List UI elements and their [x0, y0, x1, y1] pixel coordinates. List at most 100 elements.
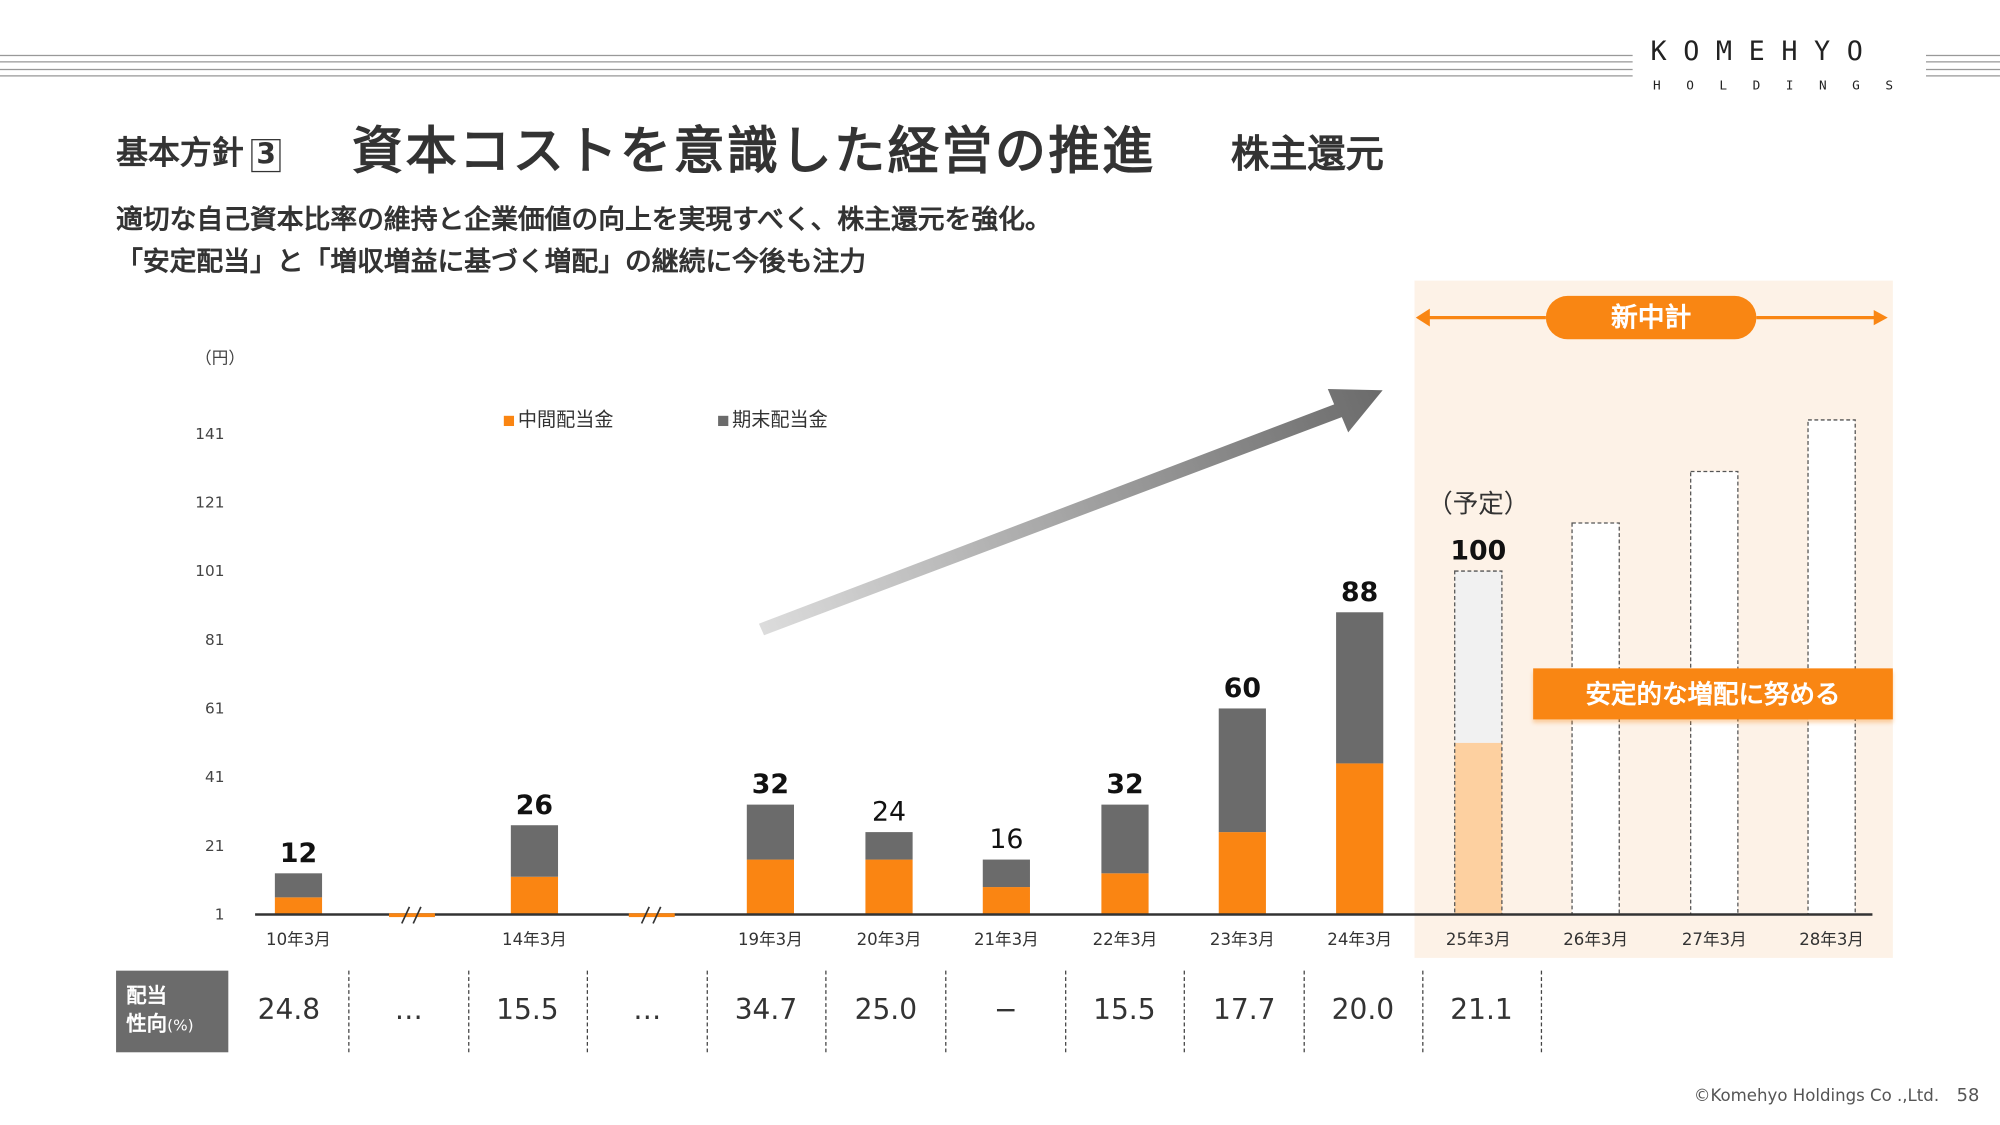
bar-segment-interim	[1101, 873, 1149, 915]
planned-note: （予定）	[1427, 489, 1529, 519]
x-tick-label: 14年3月	[502, 930, 567, 949]
y-axis-unit: （円）	[195, 349, 245, 369]
page-title: 資本コストを意識した経営の推進	[352, 122, 1156, 182]
legend-label: 期末配当金	[732, 408, 828, 432]
header-rule	[1926, 75, 2000, 77]
bar-segment-interim	[274, 897, 323, 915]
bar-segment-interim	[982, 887, 1030, 915]
column-separator	[348, 970, 350, 1053]
bar-segment-year-end	[274, 873, 323, 898]
y-tick-label: 101	[195, 562, 224, 580]
logo-main: KOMEHYO	[1650, 35, 1880, 67]
bar-segment-interim	[1218, 832, 1266, 915]
y-tick-label: 1	[215, 906, 225, 924]
payout-ratio-cell: …	[633, 994, 662, 1027]
legend-swatch-interim	[503, 415, 515, 427]
bar-segment-year-end	[1101, 804, 1149, 874]
header-rule	[0, 75, 1633, 77]
new-plan-pill: 新中計	[1545, 295, 1757, 340]
legend-label: 中間配当金	[517, 408, 614, 432]
header-rule	[1926, 61, 2000, 63]
x-tick-label: 28年3月	[1799, 930, 1864, 949]
header-rule	[1926, 54, 2000, 57]
x-tick-label: 23年3月	[1210, 930, 1275, 949]
column-separator	[1540, 970, 1543, 1053]
header-rule	[1926, 68, 2000, 71]
bar-total-label: 24	[872, 797, 906, 828]
header-rule	[0, 54, 1633, 57]
header-rule	[0, 68, 1633, 71]
bar-segment-year-end	[510, 825, 559, 877]
ratio-unit: (%)	[167, 1016, 194, 1035]
bar-segment-interim	[1454, 742, 1502, 915]
column-separator	[945, 970, 947, 1053]
y-tick-label: 81	[205, 631, 224, 649]
bar-segment-interim	[510, 876, 559, 915]
bar-total-label: 32	[752, 769, 789, 800]
payout-ratio-cell: 20.0	[1331, 994, 1395, 1027]
column-separator	[1422, 970, 1424, 1053]
payout-ratio-label: 配当 性向(%)	[116, 970, 229, 1053]
x-tick-label: 10年3月	[266, 930, 331, 949]
bar-total-label: 88	[1341, 577, 1378, 608]
axis-break-bar	[628, 913, 675, 918]
bar-segment-interim	[1336, 763, 1384, 915]
page-number: 58	[1956, 1085, 1980, 1106]
payout-ratio-cell: …	[394, 994, 423, 1027]
payout-ratio-cell: 25.0	[854, 994, 918, 1027]
bar-segment-year-end	[865, 832, 913, 860]
payout-ratio-cell: 34.7	[734, 994, 798, 1027]
axis-break-mark	[412, 906, 422, 924]
bar-planned-outline	[1454, 570, 1503, 916]
y-tick-label: 61	[205, 700, 224, 718]
legend-swatch-year-end	[718, 415, 729, 427]
plan-period-arrow	[1415, 308, 1888, 327]
x-tick-label: 26年3月	[1563, 930, 1628, 949]
axis-break-mark	[652, 906, 662, 924]
payout-ratio-cell: −	[993, 994, 1018, 1027]
bar-total-label: 60	[1224, 673, 1261, 704]
column-separator	[1065, 970, 1067, 1053]
bar-total-label: 32	[1106, 769, 1143, 800]
payout-ratio-cell: 15.5	[496, 994, 559, 1027]
payout-ratio-cell: 24.8	[257, 994, 321, 1027]
bar-total-label: 16	[989, 824, 1023, 855]
column-separator	[468, 970, 470, 1053]
stable-increase-banner: 安定的な増配に努める	[1533, 668, 1893, 720]
bar-segment-year-end	[746, 804, 794, 860]
column-separator	[706, 970, 708, 1053]
title-prefix-text: 基本方針	[116, 133, 244, 171]
axis-break-bar	[389, 913, 435, 918]
title-prefix: 基本方針 3	[116, 128, 282, 174]
column-separator	[586, 970, 589, 1053]
column-separator	[1303, 970, 1305, 1053]
trend-arrow	[758, 389, 1383, 636]
bar-segment-interim	[865, 859, 913, 915]
copyright: ©Komehyo Holdings Co .,Ltd.	[1693, 1086, 1940, 1106]
bar-segment-year-end	[1454, 571, 1502, 743]
y-tick-label: 141	[195, 425, 224, 443]
bar-segment-year-end	[982, 859, 1030, 888]
x-tick-label: 22年3月	[1093, 930, 1158, 949]
payout-ratio-cell: 17.7	[1213, 994, 1276, 1027]
bar-total-label: 12	[280, 838, 317, 869]
axis-break-mark	[640, 906, 650, 924]
title-number: 3	[251, 139, 282, 173]
payout-ratio-cell: 15.5	[1093, 994, 1156, 1027]
logo-sub: HOLDINGS	[1653, 79, 1919, 94]
x-tick-label: 20年3月	[857, 930, 922, 949]
column-separator	[825, 970, 827, 1053]
bar-segment-year-end	[1218, 708, 1266, 833]
bar-total-label: 26	[516, 790, 553, 821]
x-tick-label: 19年3月	[738, 930, 803, 949]
column-separator	[1183, 970, 1185, 1053]
bar-segment-year-end	[1336, 612, 1384, 764]
y-tick-label: 41	[205, 768, 224, 786]
legend-item-year-end: 期末配当金	[718, 406, 828, 433]
y-tick-label: 121	[195, 493, 224, 511]
axis-break-mark	[401, 906, 411, 924]
x-tick-label: 25年3月	[1446, 930, 1511, 949]
ratio-label-line2: 性向	[126, 1011, 168, 1036]
